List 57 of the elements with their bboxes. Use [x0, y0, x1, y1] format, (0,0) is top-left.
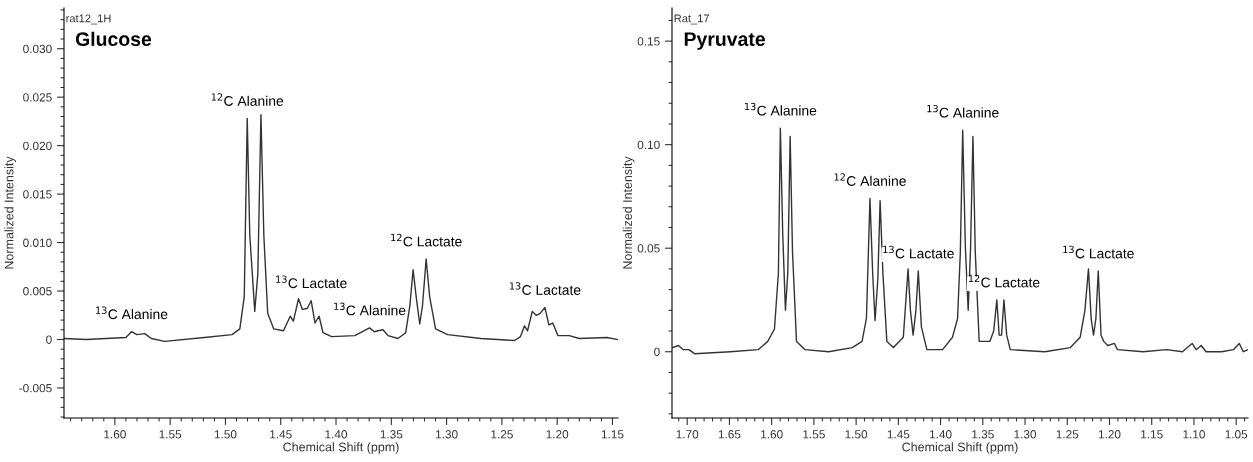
x-tick-label: 1.50 — [214, 430, 237, 439]
x-tick-label: 1.40 — [325, 430, 348, 439]
x-tick-label: 1.05 — [1225, 430, 1248, 439]
y-tick-label: 0 — [654, 347, 660, 357]
x-tick-label: 1.15 — [601, 430, 624, 439]
text: Pyruvate — [684, 32, 765, 50]
y-tick-label: 0 — [46, 335, 52, 344]
x-tick-label: 1.25 — [491, 430, 513, 439]
annotation: $^{12}$C Alanine — [211, 93, 284, 106]
y-tick-label: 0.10 — [637, 140, 660, 150]
text: Glucose — [75, 31, 152, 47]
x-tick-label: 1.10 — [1183, 430, 1205, 439]
annotation: $^{13}$C Alanine — [96, 306, 168, 320]
line-series — [672, 127, 1248, 355]
x-axis-title: Chemical Shift (ppm) — [902, 442, 1018, 454]
annotation: $^{13}$C Lactate — [883, 245, 954, 259]
x-tick-label: 1.60 — [104, 430, 126, 439]
annotation: $^{13}$C Alanine — [334, 302, 406, 316]
x-tick-label: 1.55 — [803, 430, 825, 439]
y-axis-title: Normalized Intensity — [622, 156, 635, 269]
x-tick-label: 1.25 — [1056, 430, 1079, 439]
x-tick-label: 1.35 — [380, 430, 403, 439]
x-tick-label: 1.20 — [546, 430, 569, 439]
x-tick-label: 1.45 — [270, 430, 292, 439]
x-tick-label: 1.30 — [436, 430, 458, 439]
y-tick-label: 0.020 — [23, 141, 52, 151]
x-tick-label: 1.45 — [887, 430, 910, 439]
y-tick-label: 0.015 — [23, 190, 52, 199]
y-tick-label: -0.005 — [19, 383, 52, 393]
annotation: $^{13}$C Alanine — [927, 104, 999, 118]
x-tick-label: 1.55 — [159, 430, 182, 439]
annotation: $^{12}$C Lactate — [391, 233, 462, 247]
y-tick-label: 0.05 — [637, 244, 660, 253]
annotation: rat12_1H — [66, 14, 111, 25]
annotation: Rat_17 — [674, 14, 709, 25]
x-tick-label: 1.20 — [1098, 430, 1121, 439]
y-tick-label: 0.15 — [637, 37, 660, 46]
y-tick-label: 0.030 — [23, 44, 52, 54]
annotation: $^{13}$C Lactate — [509, 282, 581, 295]
x-tick-label: 1.65 — [718, 430, 741, 439]
x-tick-label: 1.15 — [1141, 430, 1163, 439]
x-tick-label: 1.70 — [676, 430, 699, 439]
annotation: $^{13}$C Lactate — [276, 275, 347, 289]
x-tick-label: 1.30 — [1014, 430, 1037, 439]
x-tick-label: 1.60 — [761, 430, 783, 439]
y-tick-label: 0.005 — [23, 287, 52, 296]
y-tick-label: 0.010 — [23, 238, 52, 247]
annotation: $^{12}$C Lactate — [968, 274, 1040, 288]
x-axis-title: Chemical Shift (ppm) — [283, 442, 399, 454]
x-tick-label: 1.50 — [845, 430, 868, 439]
annotation: $^{13}$C Lactate — [1063, 245, 1134, 259]
y-axis-title: Normalized Intensity — [4, 156, 16, 269]
annotation: $^{13}$C Alanine — [744, 102, 817, 116]
x-tick-label: 1.40 — [929, 430, 952, 439]
x-tick-label: 1.35 — [972, 430, 994, 439]
annotation: $^{12}$C Alanine — [834, 173, 906, 186]
y-tick-label: 0.025 — [23, 93, 52, 102]
